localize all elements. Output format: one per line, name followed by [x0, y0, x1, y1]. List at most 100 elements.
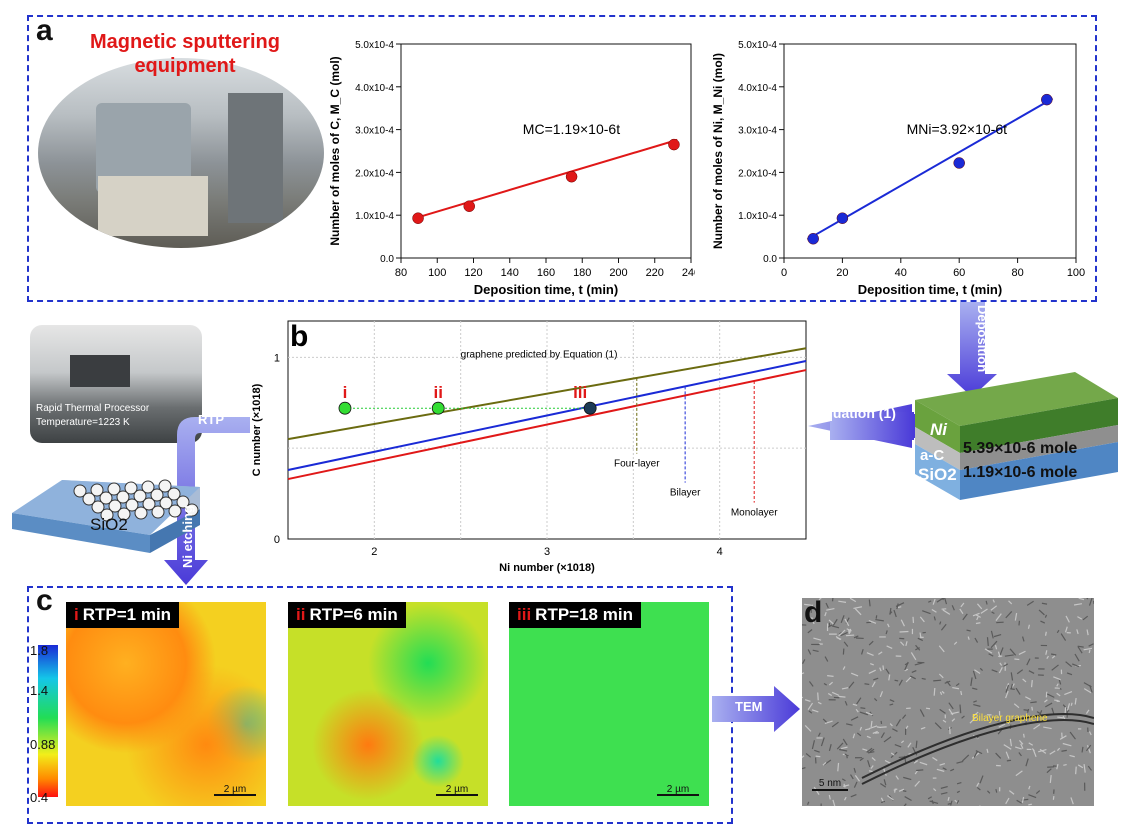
tem-texture — [1016, 799, 1023, 804]
tem-texture — [822, 718, 827, 723]
tem-texture — [1083, 647, 1093, 651]
y-axis-label: Number of moles of Ni, M_Ni (mol) — [712, 53, 725, 249]
y-tick-label: 5.0x10-4 — [355, 40, 394, 51]
tem-texture — [1085, 709, 1090, 714]
tem-texture — [907, 742, 912, 748]
tem-texture — [980, 608, 988, 614]
y-tick-label: 0.0 — [380, 254, 394, 265]
tem-texture — [972, 612, 980, 617]
x-tick-label: 100 — [1067, 267, 1085, 279]
tem-texture — [1005, 611, 1013, 619]
y-tick-label: 3.0x10-4 — [738, 126, 777, 137]
tem-texture — [1088, 598, 1093, 606]
substrate-side — [12, 513, 150, 553]
tem-texture — [1009, 648, 1017, 656]
tem-texture — [892, 728, 898, 732]
ni-top — [915, 372, 1118, 426]
tem-texture — [904, 796, 912, 802]
tem-texture — [1082, 615, 1089, 621]
tem-texture — [859, 711, 869, 716]
colorbar-tick: 0.4 — [30, 790, 49, 805]
panel-b-letter: b — [290, 320, 308, 353]
tem-texture — [997, 651, 1001, 658]
series-line — [287, 347, 807, 441]
tem-texture — [893, 788, 898, 791]
tem-texture — [802, 696, 804, 699]
data-point — [836, 212, 849, 224]
x-axis-label: Deposition time, t (min) — [858, 282, 1002, 297]
tem-texture — [1015, 770, 1023, 777]
layer-label: Monolayer — [731, 507, 778, 518]
tem-texture — [951, 718, 956, 722]
plot-frame — [783, 43, 1077, 259]
tem-texture — [825, 602, 829, 609]
tem-texture — [961, 754, 970, 762]
tem-texture — [895, 775, 899, 780]
tem-texture — [813, 637, 822, 641]
tem-texture — [1009, 738, 1013, 747]
tem-texture — [933, 687, 936, 696]
tem-texture — [1086, 745, 1091, 754]
tem-texture — [880, 732, 885, 739]
series-line — [287, 359, 807, 471]
tem-image — [802, 598, 1094, 806]
plot-frame — [400, 43, 692, 259]
tem-texture — [1075, 766, 1077, 775]
graphene-hex — [167, 487, 181, 501]
ac-face — [915, 427, 960, 470]
tem-texture — [844, 753, 849, 757]
tem-texture — [842, 666, 846, 670]
x-tick-label: 180 — [573, 267, 591, 279]
tem-texture — [1028, 785, 1031, 790]
tem-texture — [802, 767, 806, 770]
tem-texture — [976, 616, 979, 621]
graphene-hex — [107, 482, 121, 496]
tem-texture — [820, 737, 825, 747]
tem-texture — [811, 709, 819, 713]
tem-texture — [879, 691, 884, 698]
tem-texture — [960, 602, 965, 608]
tem-texture — [995, 752, 1002, 759]
tem-texture — [804, 699, 811, 702]
tem-texture — [850, 774, 854, 780]
rtp-furnace — [70, 355, 130, 387]
tem-texture — [823, 683, 827, 686]
tem-texture — [1069, 754, 1075, 758]
tem-texture — [966, 629, 971, 632]
tem-texture — [984, 648, 993, 654]
tem-texture — [1072, 663, 1080, 668]
graphene-hex — [100, 508, 114, 522]
tem-texture — [1039, 710, 1043, 716]
layer-label: Bilayer — [670, 487, 701, 498]
tem-arrow — [712, 686, 800, 732]
graphene-hex — [82, 492, 96, 506]
chart-b-graphene-layers: 2 3 4 0 1 Ni number (×1018) C number (×1018) Fo… — [251, 320, 807, 574]
x-tick-label: 200 — [609, 267, 627, 279]
data-point — [807, 232, 819, 245]
tem-texture — [928, 600, 932, 603]
y-tick-label: 3.0x10-4 — [355, 126, 394, 137]
state-label: iii — [573, 383, 587, 402]
tem-texture — [802, 672, 805, 675]
tem-texture — [817, 732, 821, 737]
tem-texture — [898, 679, 903, 686]
tem-texture — [1049, 775, 1052, 783]
tem-texture — [1025, 696, 1031, 701]
tem-texture — [1039, 748, 1047, 754]
tem-texture — [967, 636, 970, 640]
x-tick-label: 140 — [501, 267, 519, 279]
tem-texture — [902, 714, 907, 719]
tem-texture — [812, 649, 819, 652]
tem-texture — [1088, 649, 1091, 654]
tem-texture — [894, 679, 899, 682]
tem-texture — [992, 599, 995, 603]
tem-texture — [814, 749, 820, 753]
tem-texture — [1074, 653, 1080, 662]
tem-texture — [938, 673, 944, 679]
panel-c-letter: c — [36, 584, 53, 617]
x-tick-label: 40 — [895, 267, 907, 279]
tem-texture — [873, 677, 879, 681]
tem-texture — [1088, 731, 1092, 736]
tem-texture — [925, 707, 931, 710]
tem-texture — [1061, 749, 1067, 752]
